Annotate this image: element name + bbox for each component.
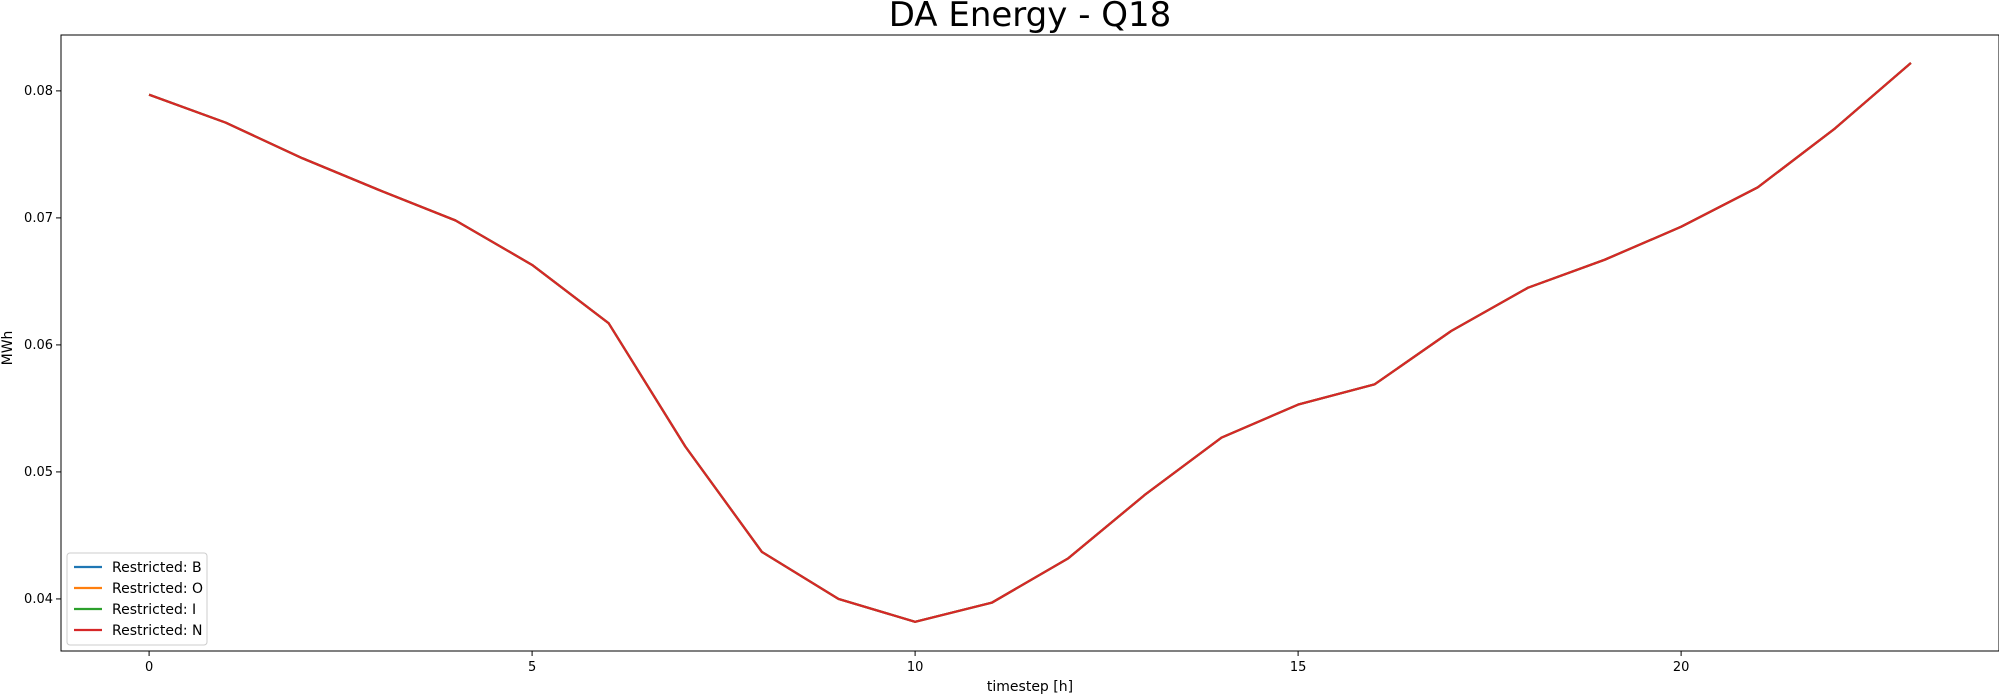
legend-box: [66, 552, 208, 646]
x-tick-label: 20: [1673, 660, 1690, 675]
series-line-restricted-b: [148, 62, 1912, 623]
legend-label: Restricted: O: [112, 581, 203, 597]
series-lines: [148, 62, 1912, 623]
y-tick-label: 0.07: [24, 211, 53, 226]
y-axis: 0.04 0.05 0.06 0.07 0.08: [24, 84, 61, 607]
y-tick-label: 0.08: [24, 84, 53, 99]
series-line-restricted-i: [148, 62, 1912, 623]
plot-frame: [60, 34, 1999, 652]
chart-title: DA Energy - Q18: [889, 0, 1172, 35]
legend-label: Restricted: B: [112, 560, 202, 576]
y-tick-label: 0.06: [24, 338, 53, 353]
x-tick-label: 10: [907, 660, 924, 675]
y-tick-label: 0.05: [24, 465, 53, 480]
series-line-restricted-n: [148, 62, 1912, 623]
legend-label: Restricted: I: [112, 602, 196, 618]
legend-label: Restricted: N: [112, 623, 202, 639]
x-axis-label: timestep [h]: [987, 679, 1073, 695]
x-axis: 0 5 10 15 20: [145, 651, 1689, 675]
x-tick-label: 15: [1290, 660, 1307, 675]
y-axis-label: MWh: [0, 331, 16, 366]
y-tick-label: 0.04: [24, 592, 53, 607]
x-tick-label: 0: [145, 660, 153, 675]
legend: Restricted: B Restricted: O Restricted: I R…: [66, 552, 208, 646]
x-tick-label: 5: [528, 660, 536, 675]
series-line-restricted-o: [148, 62, 1912, 623]
